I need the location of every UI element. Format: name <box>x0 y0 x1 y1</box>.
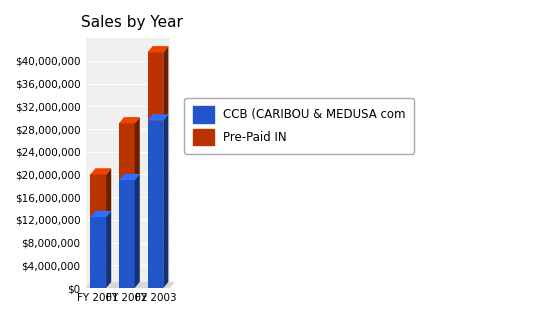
Polygon shape <box>147 121 163 288</box>
Polygon shape <box>163 114 168 288</box>
Title: Sales by Year: Sales by Year <box>81 15 183 30</box>
Polygon shape <box>90 168 111 175</box>
Polygon shape <box>90 211 111 217</box>
Polygon shape <box>90 217 106 288</box>
Polygon shape <box>119 174 140 180</box>
Polygon shape <box>106 211 111 288</box>
Polygon shape <box>86 32 175 288</box>
Polygon shape <box>119 180 135 288</box>
Legend: CCB (CARIBOU & MEDUSA com, Pre-Paid IN: CCB (CARIBOU & MEDUSA com, Pre-Paid IN <box>184 98 414 154</box>
Polygon shape <box>90 175 106 217</box>
Polygon shape <box>147 114 168 121</box>
Polygon shape <box>86 282 175 288</box>
Polygon shape <box>106 168 111 217</box>
Polygon shape <box>119 123 135 180</box>
Polygon shape <box>119 117 140 123</box>
Polygon shape <box>147 46 168 52</box>
Polygon shape <box>86 32 91 288</box>
Polygon shape <box>147 52 163 121</box>
Polygon shape <box>135 117 140 180</box>
Polygon shape <box>135 174 140 288</box>
Polygon shape <box>163 46 168 121</box>
